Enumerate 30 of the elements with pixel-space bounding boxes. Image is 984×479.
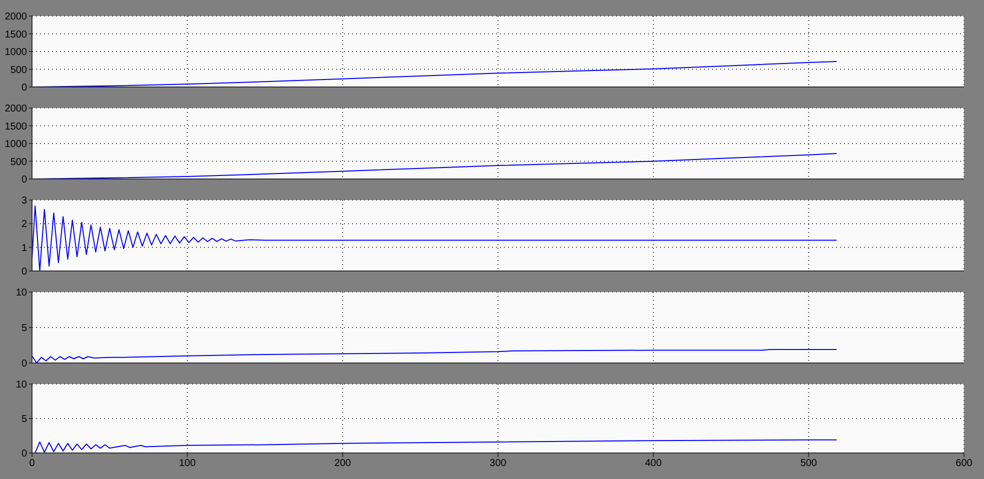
y-tick-label: 10 bbox=[16, 288, 28, 299]
x-tick-label: 500 bbox=[800, 458, 818, 470]
y-tick-label: 2000 bbox=[4, 12, 28, 23]
y-tick-label: 0 bbox=[21, 266, 28, 278]
x-tick-label: 300 bbox=[490, 458, 507, 470]
x-tick-label: 400 bbox=[644, 458, 662, 470]
y-tick-label: 0 bbox=[21, 448, 28, 460]
x-tick-label: 0 bbox=[29, 458, 36, 470]
x-tick-label: 100 bbox=[178, 458, 196, 470]
y-tick-label: 1000 bbox=[4, 139, 28, 150]
y-tick-label: 3 bbox=[21, 196, 28, 207]
y-tick-label: 1500 bbox=[4, 121, 28, 132]
line-series bbox=[32, 349, 838, 363]
y-tick-label: 1 bbox=[21, 242, 28, 254]
y-tick-label: 10 bbox=[16, 380, 28, 391]
x-tick-label: 200 bbox=[334, 458, 352, 470]
y-tick-label: 500 bbox=[10, 64, 28, 76]
line-series bbox=[32, 205, 838, 271]
y-tick-label: 5 bbox=[21, 323, 28, 334]
y-tick-label: 5 bbox=[21, 414, 28, 426]
y-tick-label: 1500 bbox=[4, 29, 28, 40]
y-tick-label: 500 bbox=[10, 156, 28, 168]
y-tick-label: 0 bbox=[21, 82, 28, 94]
y-tick-label: 0 bbox=[21, 174, 28, 186]
y-tick-label: 2000 bbox=[4, 104, 28, 115]
line-series bbox=[32, 439, 838, 453]
y-tick-label: 2 bbox=[21, 219, 28, 230]
x-tick-label: 600 bbox=[956, 458, 973, 470]
y-tick-label: 0 bbox=[21, 358, 28, 370]
y-tick-label: 1000 bbox=[4, 47, 28, 58]
